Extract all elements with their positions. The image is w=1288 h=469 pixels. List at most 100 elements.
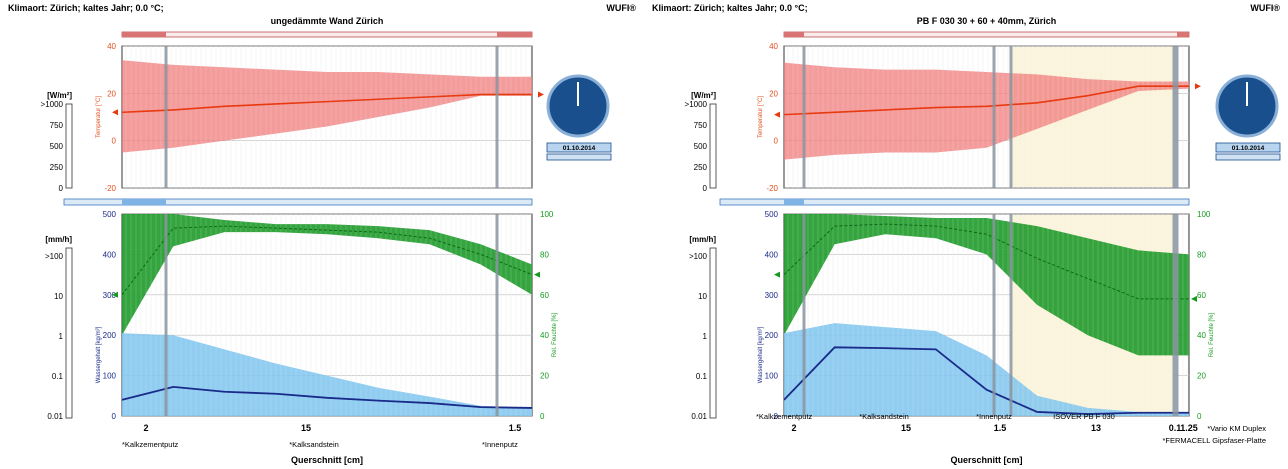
layer-thickness-label: 1.25 (1180, 423, 1198, 433)
chart-panel-left: Klimaort: Zürich; kaltes Jahr; 0.0 °C; WU… (8, 3, 636, 465)
climate-header: Klimaort: Zürich; kaltes Jahr; 0.0 °C; (8, 3, 164, 13)
top-state-bar-segment (122, 32, 166, 37)
temperature-tick-label: -20 (766, 184, 778, 193)
wufi-chart-right: Klimaort: Zürich; kaltes Jahr; 0.0 °C; WU… (652, 3, 1281, 465)
humidity-tick-label: 40 (1197, 331, 1206, 340)
layer-boundary (1009, 46, 1013, 188)
temperature-band (122, 60, 532, 153)
layer-material-name: ISOVER PB F 030 (1053, 412, 1115, 421)
radiation-tick-label: 0 (59, 184, 64, 193)
temperature-tick-label: 20 (769, 89, 778, 98)
layer-boundary (164, 46, 168, 188)
climate-header: Klimaort: Zürich; kaltes Jahr; 0.0 °C; (652, 3, 808, 13)
inside-humidity-marker (1191, 295, 1197, 302)
layer-thickness-label: 15 (901, 423, 911, 433)
humidity-tick-label: 20 (1197, 372, 1206, 381)
top-state-bar-segment (1177, 32, 1189, 37)
radiation-unit-label: [W/m²] (47, 91, 72, 100)
humidity-axis-label: Rel. Feuchte [%] (552, 312, 558, 357)
temperature-axis-label: Temperatur [°C] (758, 96, 764, 138)
water-content-tick-label: 100 (103, 372, 117, 381)
layer-boundary (1009, 214, 1013, 416)
middle-state-bar-segment (784, 199, 804, 205)
top-state-bar (783, 31, 1190, 38)
water-content-band (784, 323, 1189, 416)
humidity-tick-label: 80 (1197, 250, 1206, 259)
radiation-tick-label: 0 (703, 184, 708, 193)
rain-tick-label: 1 (59, 332, 64, 341)
layer-thickness-label: 2 (791, 423, 796, 433)
chart-panel-right: Klimaort: Zürich; kaltes Jahr; 0.0 °C; WU… (644, 0, 1288, 469)
layer-boundary (992, 214, 996, 416)
layer-boundary (495, 46, 499, 188)
humidity-tick-label: 20 (540, 372, 549, 381)
layer-boundary (495, 214, 499, 416)
layer-thickness-label: 15 (301, 423, 311, 433)
water-content-tick-label: 300 (765, 291, 779, 300)
radiation-bar (709, 103, 717, 189)
inside-temp-marker (1195, 83, 1201, 90)
humidity-tick-label: 100 (540, 210, 554, 219)
middle-state-bar (63, 198, 533, 206)
chart-title: PB F 030 30 + 60 + 40mm, Zürich (917, 16, 1057, 26)
temperature-tick-label: 0 (774, 137, 779, 146)
water-content-band (122, 333, 532, 416)
water-content-tick-label: 0 (774, 412, 779, 421)
water-content-line (783, 346, 1189, 415)
wufi-logo-text: WUFI® (606, 3, 636, 13)
top-state-bar (121, 31, 533, 38)
rain-tick-label: >100 (45, 252, 64, 261)
humidity-band (784, 214, 1189, 356)
rain-bar (709, 247, 717, 419)
top-state-bar-segment (784, 32, 804, 37)
layer-material-name: *Innenputz (976, 412, 1012, 421)
layer-material-name: *Vario KM Duplex (1207, 424, 1266, 433)
layer-material-name: *Kalksandstein (289, 440, 339, 449)
layer-material-name: *FERMACELL Gipsfaser-Platte (1162, 436, 1266, 445)
layer-boundary (1175, 46, 1179, 188)
humidity-tick-label: 100 (1197, 210, 1211, 219)
date-box (1215, 142, 1281, 153)
water-content-line (121, 386, 533, 409)
layer-boundary (1175, 214, 1179, 416)
water-content-axis-label: Wassergehalt [kg/m³] (96, 326, 102, 383)
humidity-tick-label: 60 (540, 291, 549, 300)
inside-humidity-marker (534, 271, 540, 278)
layer-material-name: *Kalkzementputz (756, 412, 813, 421)
temperature-tick-label: 20 (107, 89, 116, 98)
temperature-tick-label: 40 (107, 42, 116, 51)
radiation-tick-label: 500 (50, 142, 64, 151)
x-axis-label: Querschnitt [cm] (950, 455, 1022, 465)
humidity-tick-label: 40 (540, 331, 549, 340)
temperature-tick-label: -20 (104, 184, 116, 193)
middle-state-bar (719, 198, 1190, 206)
date-label: 01.10.2014 (563, 145, 596, 152)
humidity-tick-label: 60 (1197, 291, 1206, 300)
layer-material-name: *Kalkzementputz (122, 440, 179, 449)
rain-tick-label: 1 (703, 332, 708, 341)
radiation-tick-label: 250 (694, 163, 708, 172)
layer-boundary (1172, 214, 1176, 416)
date-box (546, 142, 612, 153)
humidity-tick-label: 0 (540, 412, 545, 421)
x-axis-label: Querschnitt [cm] (291, 455, 363, 465)
water-content-axis-label: Wassergehalt [kg/m³] (758, 326, 764, 383)
layer-material-name: *Kalksandstein (859, 412, 909, 421)
middle-state-bar-segment (122, 199, 166, 205)
outside-humidity-marker (112, 291, 118, 298)
inside-temp-marker (538, 91, 544, 98)
radiation-tick-label: >1000 (41, 100, 64, 109)
layer-thickness-label: 1.5 (994, 423, 1007, 433)
humidity-tick-label: 0 (1197, 412, 1202, 421)
humidity-tick-label: 80 (540, 250, 549, 259)
layer-boundary (992, 46, 996, 188)
rain-tick-label: 0.1 (696, 372, 708, 381)
temperature-line (783, 85, 1189, 116)
temperature-tick-label: 40 (769, 42, 778, 51)
water-content-tick-label: 200 (103, 331, 117, 340)
water-content-tick-label: 200 (765, 331, 779, 340)
humidity-axis-label: Rel. Feuchte [%] (1209, 312, 1215, 357)
outside-temp-marker (112, 109, 118, 116)
radiation-tick-label: 250 (50, 163, 64, 172)
humidity-band (122, 214, 532, 336)
